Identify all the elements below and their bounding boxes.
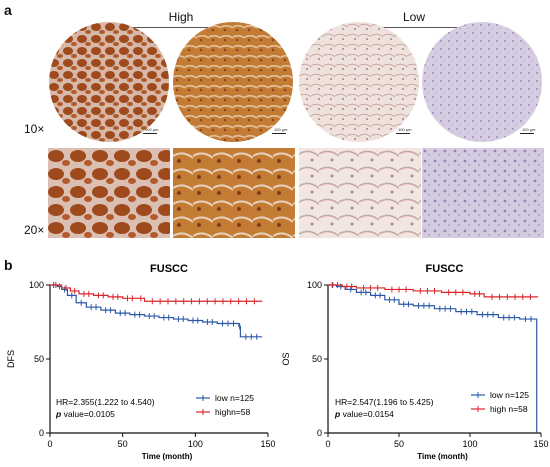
x-tick-label: 0 bbox=[325, 439, 330, 449]
km-chart-dfs: FUSCC DFS 0 50 100 0 50 100 150 Time (month) low n… bbox=[6, 263, 275, 461]
magnification-label-20x: 20× bbox=[24, 223, 45, 237]
y-axis-label: DFS bbox=[6, 350, 16, 368]
y-tick-label: 0 bbox=[317, 428, 322, 438]
legend-label: low n=125 bbox=[490, 390, 529, 400]
hazard-ratio-text: HR=2.355(1.222 to 4.540) bbox=[56, 397, 155, 407]
tma-core-low-2 bbox=[422, 22, 542, 142]
x-axis-label: Time (month) bbox=[142, 452, 193, 461]
tma-core-low-1 bbox=[299, 22, 419, 142]
legend-label: low n=125 bbox=[215, 393, 254, 403]
y-tick-label: 50 bbox=[312, 354, 322, 364]
scale-label: 100 μm bbox=[274, 127, 288, 132]
x-tick-label: 100 bbox=[188, 439, 203, 449]
group-line-low bbox=[342, 27, 466, 28]
x-tick-label: 50 bbox=[118, 439, 128, 449]
tile-20x-low-2 bbox=[422, 148, 544, 238]
x-axis-label: Time (month) bbox=[417, 452, 468, 461]
p-value-text: p value=0.0105 bbox=[55, 409, 115, 419]
tile-20x-low-1 bbox=[299, 148, 421, 238]
y-axis-label: OS bbox=[281, 352, 291, 365]
scale-label: 100 μm bbox=[522, 127, 536, 132]
chart-title: FUSCC bbox=[426, 263, 464, 275]
tile-20x-high-1 bbox=[48, 148, 170, 238]
y-tick-label: 50 bbox=[34, 354, 44, 364]
x-tick-label: 150 bbox=[533, 439, 548, 449]
scale-bar bbox=[272, 133, 286, 134]
chart-title: FUSCC bbox=[150, 263, 188, 275]
x-tick-label: 50 bbox=[394, 439, 404, 449]
magnification-label-10x: 10× bbox=[24, 122, 45, 136]
km-curve-0 bbox=[50, 284, 263, 338]
group-label-low: Low bbox=[402, 10, 425, 24]
tile-20x-high-2 bbox=[173, 148, 295, 238]
y-tick-label: 100 bbox=[307, 280, 322, 290]
scale-bar bbox=[396, 133, 410, 134]
legend-label: high n=58 bbox=[490, 404, 528, 414]
scale-label: 100 μm bbox=[145, 127, 159, 132]
x-tick-label: 100 bbox=[462, 439, 477, 449]
y-tick-label: 100 bbox=[29, 280, 44, 290]
scale-bar bbox=[143, 133, 157, 134]
hazard-ratio-text: HR=2.547(1.196 to 5.425) bbox=[335, 397, 434, 407]
x-tick-label: 0 bbox=[47, 439, 52, 449]
tma-core-high-2 bbox=[173, 22, 293, 142]
km-curve-1 bbox=[50, 284, 263, 302]
y-tick-label: 0 bbox=[39, 428, 44, 438]
scale-bar bbox=[520, 133, 534, 134]
km-curve-1 bbox=[328, 284, 539, 298]
scale-label: 100 μm bbox=[398, 127, 412, 132]
p-value-text: p value=0.0154 bbox=[334, 409, 394, 419]
legend-label: highn=58 bbox=[215, 407, 250, 417]
group-line-high bbox=[103, 27, 221, 28]
panel-b-letter: b bbox=[4, 257, 13, 273]
group-label-high: High bbox=[168, 10, 194, 24]
tma-core-high-1 bbox=[49, 22, 169, 142]
panel-a-letter: a bbox=[4, 2, 12, 18]
km-curve-0 bbox=[328, 284, 538, 433]
x-tick-label: 150 bbox=[260, 439, 275, 449]
km-chart-os: FUSCC OS 0 50 100 0 50 100 150 Time (month) low n=… bbox=[281, 263, 549, 461]
